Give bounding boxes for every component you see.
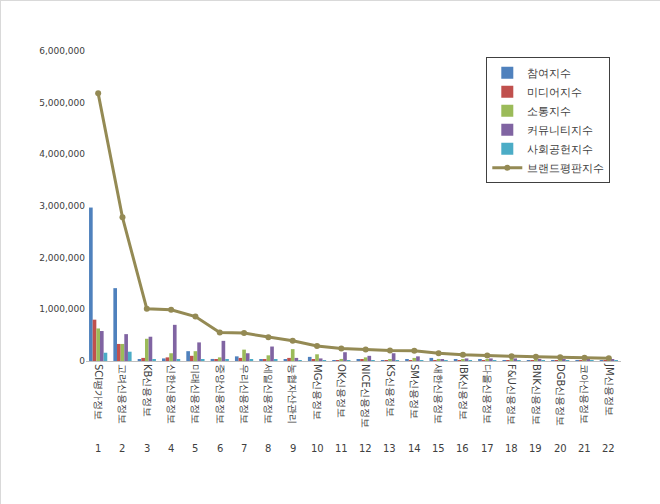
svg-text:OK신용정보: OK신용정보 <box>336 364 347 418</box>
svg-text:미디어지수: 미디어지수 <box>527 86 582 99</box>
svg-text:우리신용정보: 우리신용정보 <box>239 364 250 424</box>
svg-text:7: 7 <box>241 443 247 454</box>
svg-text:6,000,000: 6,000,000 <box>39 46 85 56</box>
svg-text:17: 17 <box>481 443 494 454</box>
svg-text:KS신용정보: KS신용정보 <box>385 364 396 417</box>
svg-text:5,000,000: 5,000,000 <box>39 98 85 108</box>
svg-text:22: 22 <box>602 443 615 454</box>
svg-text:20: 20 <box>554 443 567 454</box>
svg-text:10: 10 <box>311 443 324 454</box>
svg-text:1,000,000: 1,000,000 <box>39 304 85 314</box>
svg-text:11: 11 <box>335 443 348 454</box>
svg-text:농협자산관리: 농협자산관리 <box>287 364 298 424</box>
svg-text:6: 6 <box>217 443 223 454</box>
svg-text:14: 14 <box>408 443 421 454</box>
svg-text:IBK신용정보: IBK신용정보 <box>458 364 469 420</box>
svg-text:2,000,000: 2,000,000 <box>39 253 85 263</box>
svg-text:0: 0 <box>79 356 85 366</box>
svg-text:SCI평가정보: SCI평가정보 <box>93 364 104 420</box>
svg-text:중앙신용정보: 중앙신용정보 <box>215 364 226 424</box>
svg-text:13: 13 <box>383 443 396 454</box>
svg-text:브랜드평판지수: 브랜드평판지수 <box>527 162 604 175</box>
svg-text:참여지수: 참여지수 <box>527 67 571 80</box>
svg-text:21: 21 <box>578 443 591 454</box>
svg-text:고려신용정보: 고려신용정보 <box>117 364 128 424</box>
svg-text:5: 5 <box>192 443 198 454</box>
svg-text:소통지수: 소통지수 <box>527 105 571 118</box>
svg-text:3,000,000: 3,000,000 <box>39 201 85 211</box>
svg-text:NICE신용정보: NICE신용정보 <box>360 364 371 428</box>
svg-text:8: 8 <box>265 443 271 454</box>
svg-text:DGB신용정보: DGB신용정보 <box>555 364 566 426</box>
svg-text:4: 4 <box>168 443 174 454</box>
svg-text:12: 12 <box>359 443 372 454</box>
svg-text:코아신용정보: 코아신용정보 <box>579 364 590 424</box>
svg-text:사회공헌지수: 사회공헌지수 <box>527 143 593 156</box>
svg-text:다올신용정보: 다올신용정보 <box>482 364 493 424</box>
svg-text:미래신용정보: 미래신용정보 <box>190 364 201 424</box>
svg-text:JM신용정보: JM신용정보 <box>604 363 615 416</box>
svg-text:새한신용정보: 새한신용정보 <box>433 364 444 424</box>
svg-text:KB신용정보: KB신용정보 <box>142 364 153 417</box>
svg-text:F&U신용정보: F&U신용정보 <box>506 364 517 425</box>
svg-text:16: 16 <box>456 443 469 454</box>
svg-text:18: 18 <box>505 443 518 454</box>
svg-text:MG신용정보: MG신용정보 <box>312 364 323 420</box>
svg-text:15: 15 <box>432 443 445 454</box>
svg-text:세일신용정보: 세일신용정보 <box>263 364 274 424</box>
svg-text:1: 1 <box>95 443 101 454</box>
svg-text:BNK신용정보: BNK신용정보 <box>531 364 542 425</box>
svg-text:2: 2 <box>119 443 125 454</box>
svg-text:19: 19 <box>529 443 542 454</box>
svg-text:커뮤니티지수: 커뮤니티지수 <box>527 124 593 137</box>
svg-text:신한신용정보: 신한신용정보 <box>166 364 177 424</box>
svg-text:4,000,000: 4,000,000 <box>39 149 85 159</box>
svg-text:9: 9 <box>290 443 296 454</box>
svg-text:SM신용정보: SM신용정보 <box>409 364 420 419</box>
svg-text:3: 3 <box>144 443 150 454</box>
